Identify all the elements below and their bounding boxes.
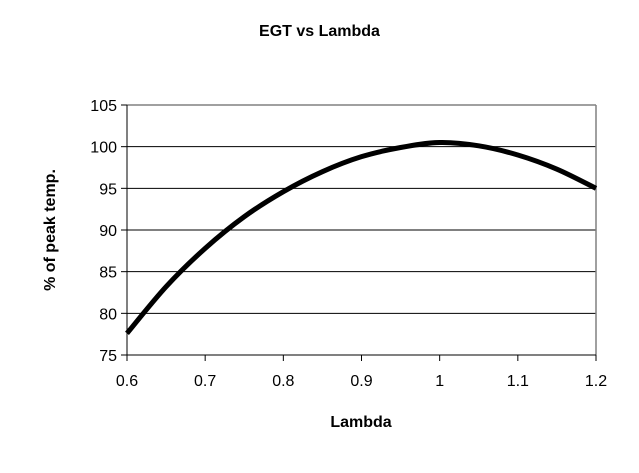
x-tick-label: 0.6: [116, 373, 138, 390]
y-tick-label: 95: [99, 181, 117, 198]
x-tick-label: 0.8: [272, 373, 294, 390]
x-tick-label: 0.7: [194, 373, 216, 390]
x-tick-label: 1: [435, 373, 444, 390]
chart-title: EGT vs Lambda: [259, 23, 380, 40]
x-tick-label: 1.2: [585, 373, 607, 390]
y-tick-label: 80: [99, 306, 117, 323]
y-tick-label: 75: [99, 348, 117, 365]
y-tick-label: 85: [99, 265, 117, 282]
x-tick-label: 0.9: [350, 373, 372, 390]
y-tick-label: 100: [90, 140, 117, 157]
y-tick-label: 105: [90, 98, 117, 115]
series-line-egt: [125, 139, 598, 335]
x-tick-label: 1.1: [507, 373, 529, 390]
y-tick-label: 90: [99, 223, 117, 240]
x-axis-label: Lambda: [330, 414, 392, 431]
